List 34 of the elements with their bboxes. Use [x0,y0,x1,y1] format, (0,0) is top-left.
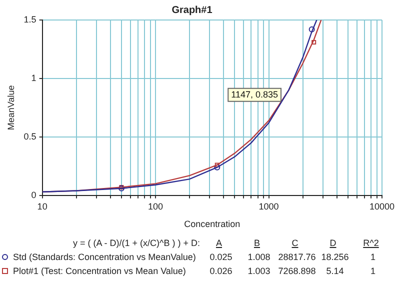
text: 28817.76 [278,252,316,262]
text: y = ( (A - D)/(1 + (x/C)^B ) ) + D: [72,238,200,248]
point [214,164,220,170]
text: 1.003 [246,266,272,276]
text: 1 [369,266,376,276]
x-axis-title: Concentration [184,219,240,230]
y-tick-label: 0 [31,190,36,200]
text: 0.025 [208,252,234,262]
text: B [252,238,261,248]
y-tick-label: 0.5 [24,131,36,142]
point [214,162,220,168]
x-tick-label: 10 [37,201,48,212]
text: 1 [369,252,376,262]
text: 5.14 [325,266,345,276]
point [312,40,316,44]
text: 0.026 [208,266,234,276]
text: D [328,238,338,248]
chart-title: Graph#1 [172,4,213,16]
x-tick-label: 10000 [369,201,395,212]
text: 1.008 [246,252,272,262]
point [308,26,315,32]
annotation: 1147, 0.835 [231,89,278,100]
x-tick-label: 1000 [258,201,279,212]
y-axis-title: MeanValue [6,85,16,130]
legend-label: Std (Standards: Concentration vs MeanValue) [13,252,196,262]
x-tick-label: 100 [148,201,164,212]
y-tick-label: 1.5 [24,14,36,24]
text: 7268.898 [278,266,316,276]
text: A [214,238,223,248]
text: R^2 [362,238,380,248]
text: C [290,238,300,248]
y-tick-label: 1 [31,72,36,83]
legend-label: Plot#1 (Test: Concentration vs Mean Value) [13,266,186,276]
text: 18.256 [320,252,350,262]
